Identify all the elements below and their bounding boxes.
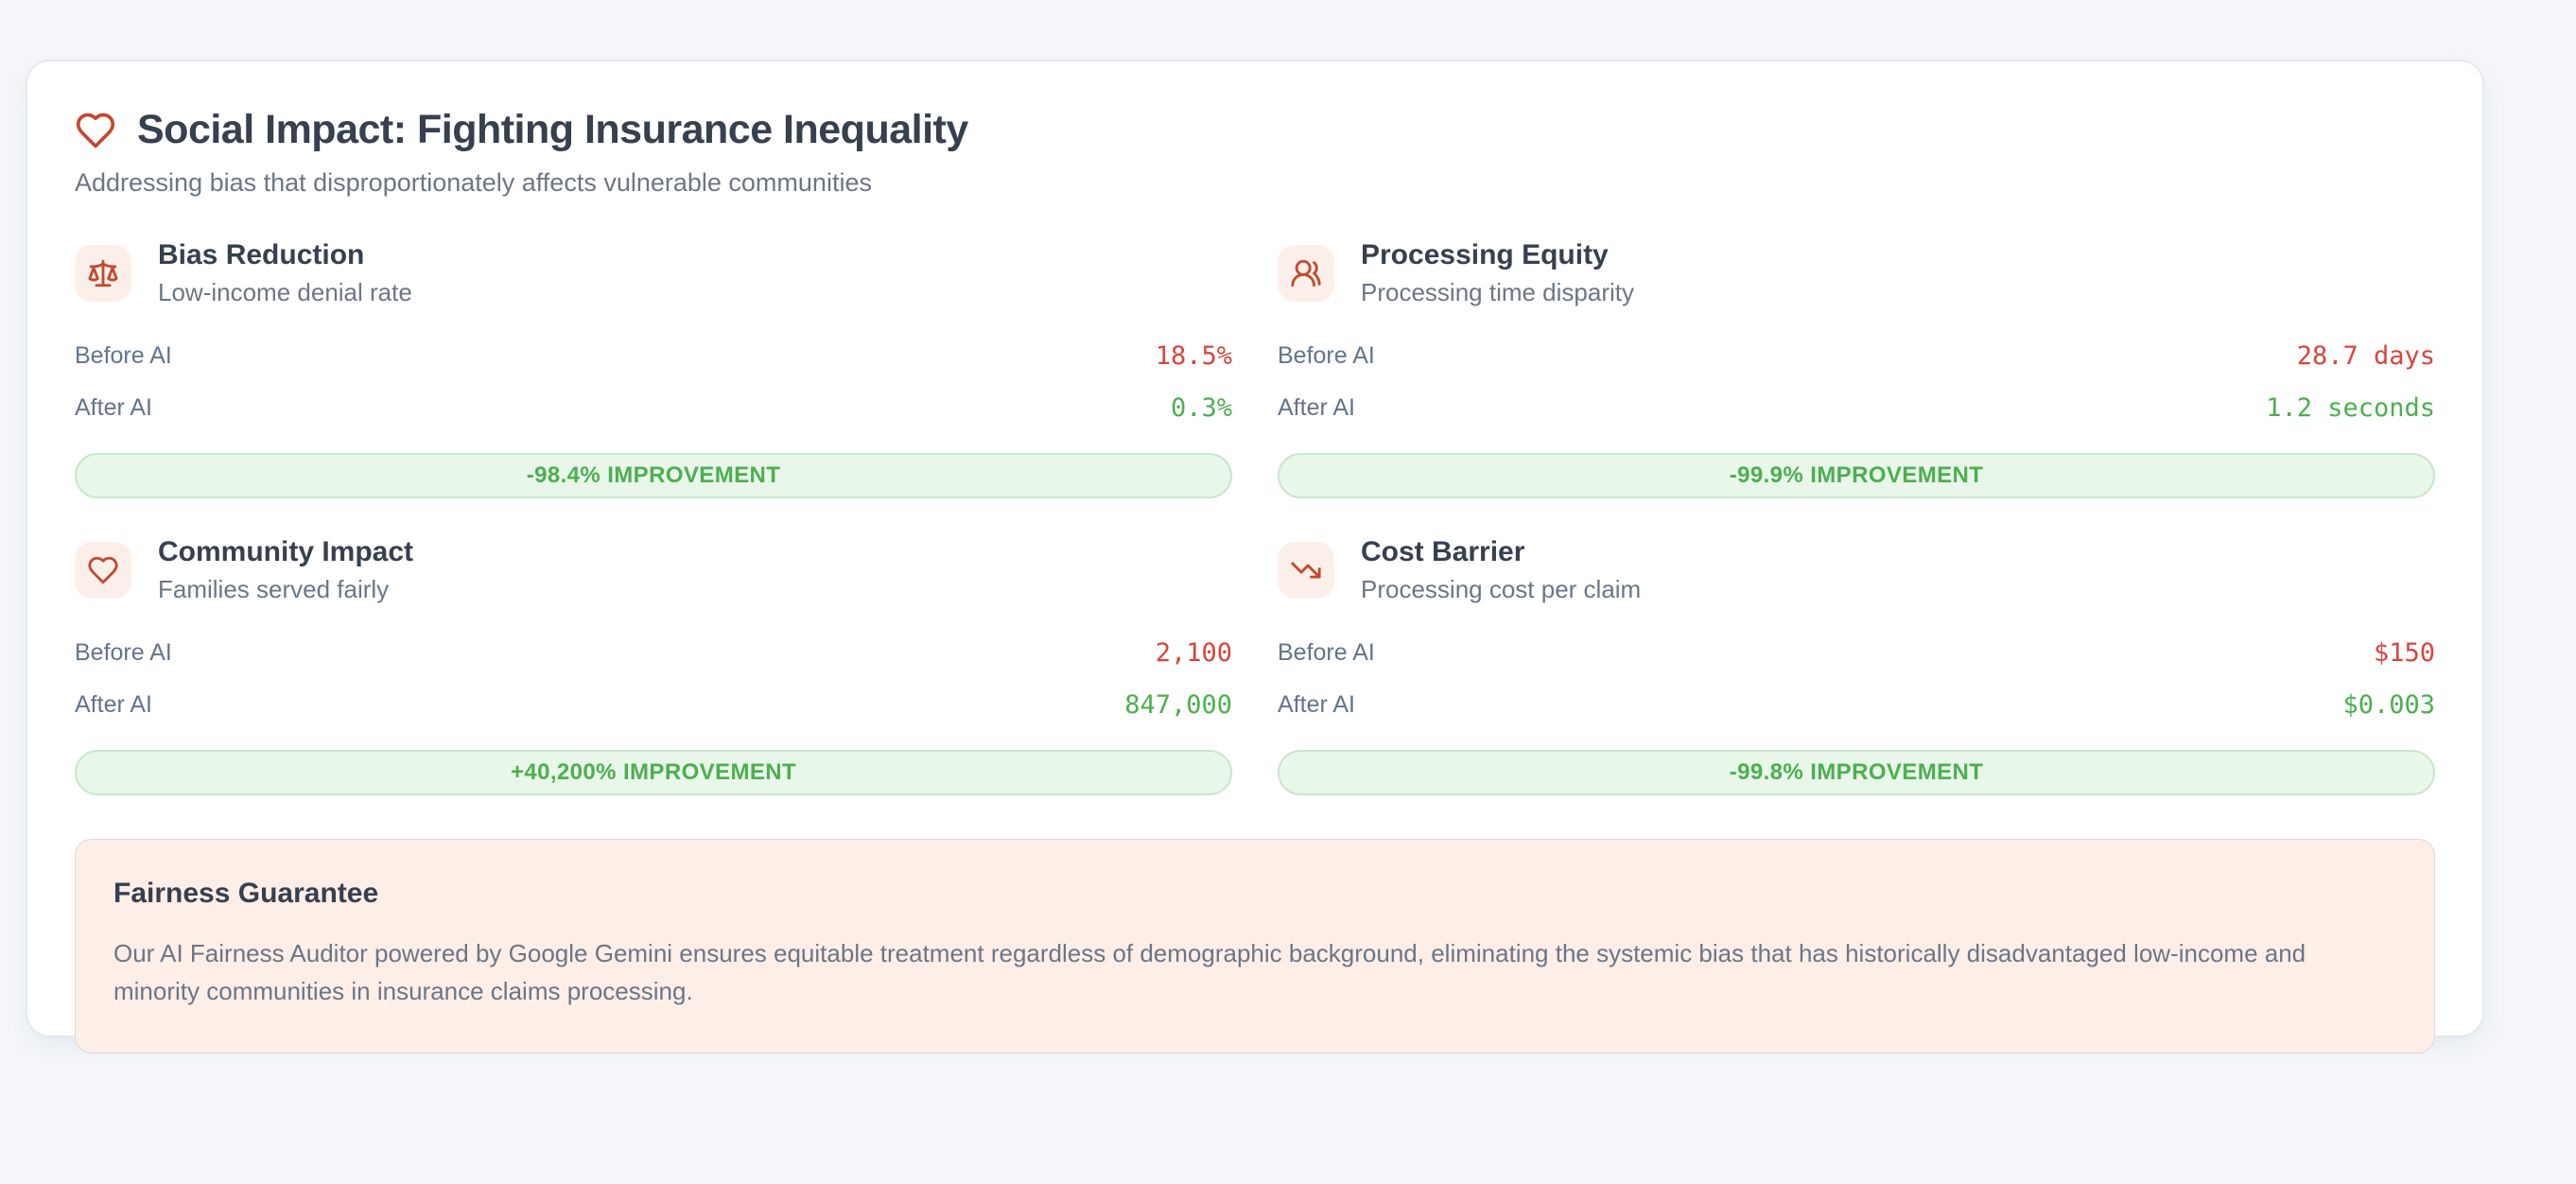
metric-subtitle: Families served fairly	[158, 575, 390, 603]
metric-rows: Before AI 28.7 days After AI 1.2 seconds	[1278, 330, 2435, 434]
after-ai-row: After AI $0.003	[1278, 679, 2435, 731]
heart-icon	[75, 542, 131, 599]
after-ai-value: $0.003	[2342, 690, 2435, 720]
metric-titles: Community Impact Families served fairly	[158, 536, 413, 604]
page-title: Social Impact: Fighting Insurance Inequa…	[137, 107, 968, 152]
after-ai-label: After AI	[75, 394, 152, 421]
before-ai-value: 18.5%	[1155, 341, 1232, 371]
metric-titles: Cost Barrier Processing cost per claim	[1361, 536, 1641, 604]
after-ai-row: After AI 1.2 seconds	[1278, 382, 2435, 434]
improvement-badge-label: +40,200% IMPROVEMENT	[510, 759, 797, 785]
improvement-badge: -99.9% IMPROVEMENT	[1278, 453, 2435, 498]
metric-title: Processing Equity	[1361, 239, 1609, 270]
metric-header: Community Impact Families served fairly	[75, 536, 1232, 604]
trending-down-icon	[1278, 542, 1334, 599]
after-ai-label: After AI	[1278, 691, 1355, 718]
metric-card-bias-reduction: Bias Reduction Low-income denial rate Be…	[75, 239, 1232, 498]
fairness-heading: Fairness Guarantee	[113, 878, 379, 909]
metric-title: Cost Barrier	[1361, 536, 1525, 567]
metric-title: Bias Reduction	[158, 239, 365, 270]
after-ai-label: After AI	[75, 691, 152, 718]
after-ai-row: After AI 0.3%	[75, 382, 1232, 434]
before-ai-value: $150	[2373, 638, 2435, 668]
before-ai-row: Before AI 18.5%	[75, 330, 1232, 382]
after-ai-label: After AI	[1278, 394, 1355, 421]
metric-titles: Bias Reduction Low-income denial rate	[158, 239, 412, 307]
metric-subtitle: Low-income denial rate	[158, 278, 412, 306]
before-ai-row: Before AI $150	[1278, 627, 2435, 679]
metric-subtitle: Processing time disparity	[1361, 278, 1634, 306]
metric-rows: Before AI 2,100 After AI 847,000	[75, 627, 1232, 731]
improvement-badge: +40,200% IMPROVEMENT	[75, 750, 1232, 795]
after-ai-value: 1.2 seconds	[2266, 393, 2435, 423]
before-ai-row: Before AI 28.7 days	[1278, 330, 2435, 382]
after-ai-value: 847,000	[1124, 690, 1232, 720]
card-header: Social Impact: Fighting Insurance Inequa…	[75, 107, 2435, 153]
metric-rows: Before AI $150 After AI $0.003	[1278, 627, 2435, 731]
fairness-body-text: Our AI Fairness Auditor powered by Googl…	[113, 939, 2306, 1006]
metric-card-cost-barrier: Cost Barrier Processing cost per claim B…	[1278, 536, 2435, 795]
before-ai-value: 28.7 days	[2296, 341, 2435, 371]
metric-header: Bias Reduction Low-income denial rate	[75, 239, 1232, 307]
fairness-guarantee-panel: Fairness Guarantee Our AI Fairness Audit…	[75, 839, 2435, 1053]
improvement-badge: -99.8% IMPROVEMENT	[1278, 750, 2435, 795]
metric-rows: Before AI 18.5% After AI 0.3%	[75, 330, 1232, 434]
improvement-badge-label: -99.8% IMPROVEMENT	[1729, 759, 1984, 785]
before-ai-label: Before AI	[1278, 342, 1375, 369]
before-ai-value: 2,100	[1155, 638, 1232, 668]
after-ai-value: 0.3%	[1170, 393, 1232, 423]
scale-icon	[75, 245, 131, 302]
metric-titles: Processing Equity Processing time dispar…	[1361, 239, 1634, 307]
metric-header: Cost Barrier Processing cost per claim	[1278, 536, 2435, 604]
before-ai-row: Before AI 2,100	[75, 627, 1232, 679]
users-icon	[1278, 245, 1334, 302]
before-ai-label: Before AI	[1278, 639, 1375, 666]
improvement-badge-label: -98.4% IMPROVEMENT	[526, 462, 781, 488]
metric-title: Community Impact	[158, 536, 414, 567]
page-subtitle: Addressing bias that disproportionately …	[75, 168, 872, 197]
metric-subtitle: Processing cost per claim	[1361, 575, 1642, 603]
after-ai-row: After AI 847,000	[75, 679, 1232, 731]
before-ai-label: Before AI	[75, 342, 172, 369]
heart-icon	[76, 113, 115, 148]
metric-card-processing-equity: Processing Equity Processing time dispar…	[1278, 239, 2435, 498]
improvement-badge-label: -99.9% IMPROVEMENT	[1729, 462, 1984, 488]
metric-card-community-impact: Community Impact Families served fairly …	[75, 536, 1232, 795]
before-ai-label: Before AI	[75, 639, 172, 666]
metric-header: Processing Equity Processing time dispar…	[1278, 239, 2435, 307]
improvement-badge: -98.4% IMPROVEMENT	[75, 453, 1232, 498]
metrics-grid: Bias Reduction Low-income denial rate Be…	[75, 239, 2435, 795]
social-impact-card: Social Impact: Fighting Insurance Inequa…	[26, 60, 2484, 1053]
